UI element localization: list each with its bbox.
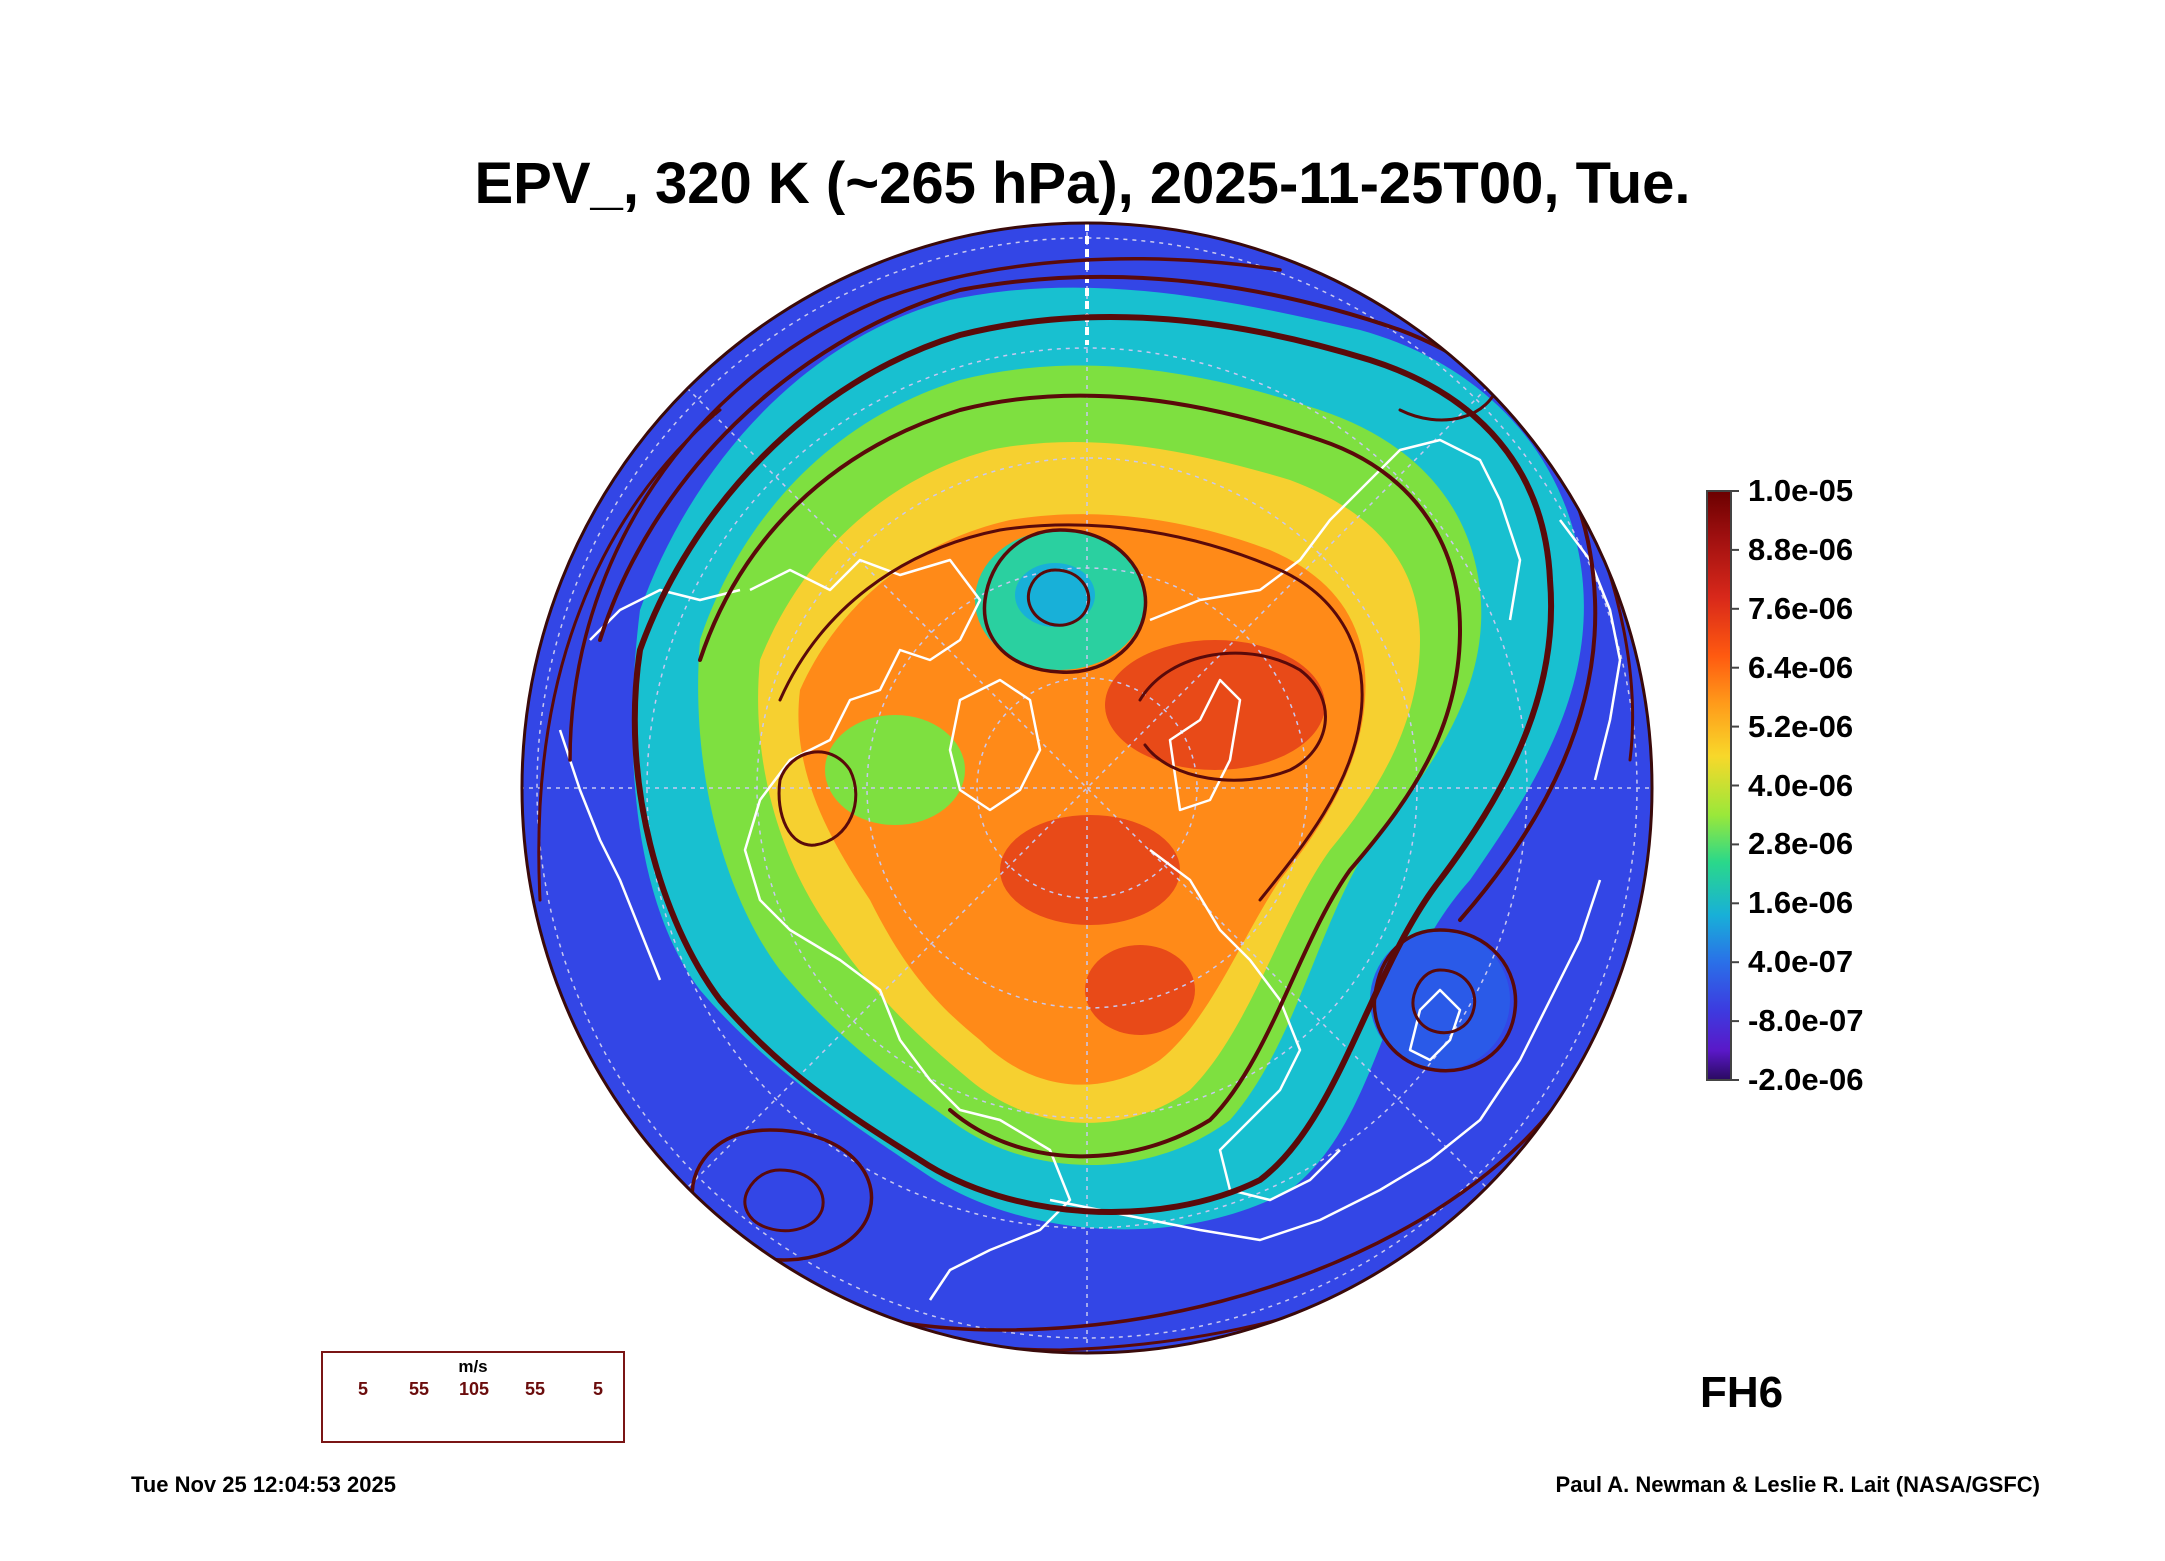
colorbar-label-3: 7.6e-06 xyxy=(1748,590,1854,626)
streamline-vortex-north-inner xyxy=(1026,568,1091,627)
wind-streamlines xyxy=(537,257,1635,1352)
epv-red-core-east xyxy=(1105,640,1325,770)
graticule xyxy=(522,223,1652,1353)
wind-speed-legend: m/s 5 55 105 55 5 xyxy=(321,1351,625,1443)
map-title: EPV_, 320 K (~265 hPa), 2025-11-25T00, T… xyxy=(474,151,1691,216)
streamline-east-cell xyxy=(1138,651,1327,782)
epv-red-core-central xyxy=(1000,815,1180,925)
streamline-outer-2 xyxy=(568,257,1282,762)
coastline-eurasia-south xyxy=(1049,879,1602,1242)
footer-timestamp: Tue Nov 25 12:04:53 2025 xyxy=(131,1472,396,1497)
colorbar-ticks xyxy=(1731,490,1739,1081)
streamline-inner-1 xyxy=(698,393,1463,1159)
colorbar-gradient xyxy=(1706,490,1732,1081)
streamline-west-cell xyxy=(777,750,858,847)
colorbar-label-9: 4.0e-07 xyxy=(1748,944,1854,980)
epv-green-patch-west xyxy=(825,715,965,825)
graticule-lat-50 xyxy=(646,347,1528,1229)
colorbar-label-10: -8.0e-07 xyxy=(1748,1003,1864,1039)
coastline-greenland xyxy=(948,678,1042,812)
coastline-japan xyxy=(1408,988,1462,1062)
colorbar-label-1: 1.0e-05 xyxy=(1748,473,1854,508)
footer-credit: Paul A. Newman & Leslie R. Lait (NASA/GS… xyxy=(1555,1472,2040,1497)
colorbar-label-2: 8.8e-06 xyxy=(1748,531,1854,567)
wind-legend-tick-1: 5 xyxy=(357,1379,369,1399)
wind-legend-tick-2: 55 xyxy=(408,1379,430,1399)
colorbar-label-6: 4.0e-06 xyxy=(1748,767,1854,803)
wind-legend-tick-4: 55 xyxy=(524,1379,546,1399)
coastline-eurasia-north xyxy=(1149,438,1522,622)
wind-legend-tick-3: 105 xyxy=(458,1379,490,1399)
wind-legend-units: m/s xyxy=(458,1357,488,1376)
coastlines xyxy=(558,438,1622,1301)
colorbar-label-11: -2.0e-06 xyxy=(1748,1062,1864,1097)
globe-outline xyxy=(520,221,1654,1355)
colorbar-label-5: 5.2e-06 xyxy=(1748,708,1854,744)
streamline-west-arc xyxy=(537,408,722,902)
jet-stream-core xyxy=(631,314,1555,1215)
epv-red-core-south xyxy=(1085,945,1195,1035)
colorbar-label-8: 1.6e-06 xyxy=(1748,885,1854,921)
streamline-cutoff-southwest-inner xyxy=(743,1168,825,1233)
coastline-west-coast xyxy=(558,729,662,981)
colorbar-label-4: 6.4e-06 xyxy=(1748,649,1854,685)
coastline-east-asia xyxy=(1559,519,1622,781)
streamline-outer-1 xyxy=(598,274,1598,922)
epv-field xyxy=(522,223,1652,1353)
epv-blue-cutoff-southeast xyxy=(1370,930,1510,1070)
coastline-scandinavia xyxy=(1168,678,1242,812)
colorbar-label-7: 2.8e-06 xyxy=(1748,826,1854,862)
streamline-vortex-north-outer xyxy=(982,528,1148,674)
streamline-inner-2 xyxy=(778,523,1364,902)
coastline-north-america xyxy=(743,558,1072,1301)
streamline-cutoff-southeast-outer xyxy=(1372,928,1518,1073)
coastline-alaska xyxy=(589,588,741,641)
coastline-europe xyxy=(1149,849,1341,1202)
wind-legend-tick-5: 5 xyxy=(592,1379,604,1399)
streamline-cutoff-southeast-inner xyxy=(1411,968,1477,1035)
forecast-hour-label: FH6 xyxy=(1700,1368,1784,1417)
